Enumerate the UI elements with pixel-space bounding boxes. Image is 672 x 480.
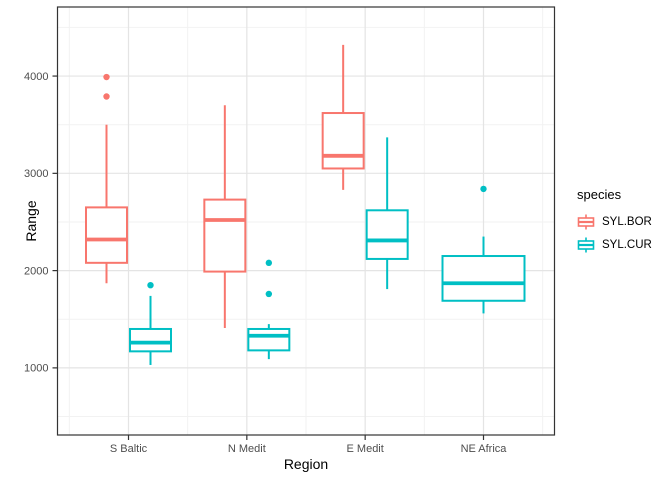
- box-syl-cur-ne-africa: [441, 255, 526, 302]
- outlier-syl-bor-s-baltic: [103, 93, 110, 100]
- x-tick-label: NE Africa: [461, 443, 508, 455]
- box-syl-bor-n-medit: [203, 198, 247, 273]
- box-syl-cur-s-baltic: [129, 327, 172, 353]
- y-tick-label: 4000: [24, 71, 48, 83]
- legend: species SYL.BOR SYL.CUR: [577, 187, 652, 256]
- legend-item-syl-cur: SYL.CUR: [577, 233, 652, 256]
- outlier-syl-cur-s-baltic: [147, 282, 154, 289]
- legend-item-label: SYL.CUR: [602, 238, 652, 251]
- outlier-syl-cur-n-medit: [265, 259, 273, 267]
- panel-border: [56, 6, 556, 436]
- x-tick-label: E Medit: [347, 443, 384, 455]
- legend-item-syl-bor: SYL.BOR: [577, 210, 652, 233]
- y-tick-label: 3000: [24, 168, 48, 180]
- y-tick-label: 2000: [24, 265, 48, 277]
- legend-title: species: [577, 187, 622, 202]
- box-syl-bor-s-baltic: [85, 206, 128, 264]
- y-axis-title: Range: [23, 200, 39, 242]
- box-syl-cur-n-medit: [247, 327, 291, 352]
- legend-item-label: SYL.BOR: [602, 215, 652, 228]
- outlier-syl-cur-ne-africa: [480, 185, 487, 193]
- outlier-syl-cur-n-medit: [265, 290, 273, 298]
- outlier-syl-bor-s-baltic: [103, 73, 110, 81]
- boxplot-key-icon: [577, 237, 595, 252]
- boxplot-key-icon: [577, 214, 595, 229]
- x-axis-title: Region: [283, 456, 329, 472]
- box-syl-bor-e-medit: [321, 112, 365, 170]
- x-tick-label: N Medit: [228, 443, 266, 455]
- y-tick-label: 1000: [24, 363, 48, 375]
- box-syl-cur-e-medit: [365, 209, 409, 260]
- x-tick-label: S Baltic: [110, 443, 148, 455]
